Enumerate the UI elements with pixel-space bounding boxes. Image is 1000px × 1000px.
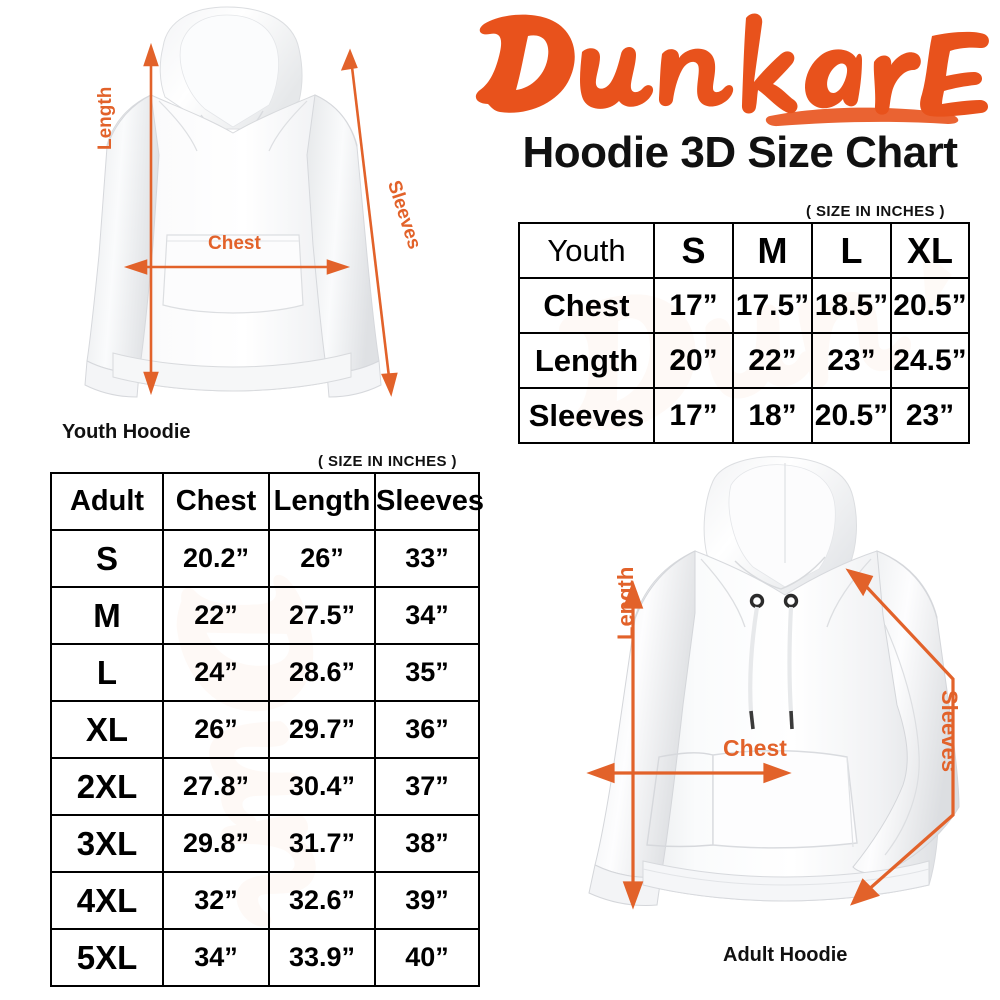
table-row: 4XL 32” 32.6” 39” [50,871,480,930]
adult-cell: 20.2” [162,529,270,588]
youth-column-header: S [653,222,734,279]
adult-cell: 32” [162,871,270,930]
table-row: S 20.2” 26” 33” [50,529,480,588]
youth-cell: 20.5” [890,277,970,334]
adult-cell: 24” [162,643,270,702]
adult-cell: 37” [374,757,480,816]
adult-hoodie-illustration [585,455,995,940]
adult-sleeves-measurement-label: Sleeves [937,690,962,772]
adult-cell: 26” [162,700,270,759]
adult-cell: 22” [162,586,270,645]
youth-cell: 17.5” [732,277,813,334]
youth-cell: 18” [732,387,813,444]
adult-size-table: Adult Chest Length Sleeves S 20.2” 26” 33” M 22” 2… [50,472,484,987]
table-row: Adult Chest Length Sleeves [50,472,484,531]
adult-cell: 26” [268,529,376,588]
table-row: 2XL 27.8” 30.4” 37” [50,757,480,816]
youth-cell: 23” [811,332,892,389]
youth-column-header: XL [890,222,970,279]
youth-chest-measurement-label: Chest [208,233,261,254]
youth-column-header: L [811,222,892,279]
adult-cell: 38” [374,814,480,873]
youth-cell: 18.5” [811,277,892,334]
adult-cell: 35” [374,643,480,702]
adult-size-label: S [50,529,164,588]
youth-table-corner-label: Youth [518,222,655,279]
youth-cell: 20.5” [811,387,892,444]
adult-cell: 33” [374,529,480,588]
adult-cell: 36” [374,700,480,759]
adult-cell: 27.5” [268,586,376,645]
youth-cell: 20” [653,332,734,389]
adult-cell: 34” [374,586,480,645]
youth-cell: 17” [653,277,734,334]
adult-size-label: 4XL [50,871,164,930]
adult-size-label: 5XL [50,928,164,987]
table-row: XL 26” 29.7” 36” [50,700,480,759]
adult-length-measurement-label: Length [613,566,638,640]
youth-hoodie-caption: Youth Hoodie [62,421,191,443]
table-row: Length 20” 22” 23” 24.5” [518,332,970,389]
table-row: 5XL 34” 33.9” 40” [50,928,480,987]
adult-cell: 32.6” [268,871,376,930]
adult-column-header: Chest [162,472,270,531]
youth-row-label: Chest [518,277,655,334]
adult-cell: 39” [374,871,480,930]
adult-size-label: XL [50,700,164,759]
youth-row-label: Length [518,332,655,389]
adult-table-corner-label: Adult [50,472,164,531]
page-title: Hoodie 3D Size Chart [522,128,958,177]
adult-cell: 31.7” [268,814,376,873]
youth-cell: 23” [890,387,970,444]
adult-size-label: 3XL [50,814,164,873]
adult-cell: 28.6” [268,643,376,702]
youth-size-table: Youth S M L XL Chest 17” 17.5” 18.5” 20.5” Length 2… [518,222,970,444]
table-row: 3XL 29.8” 31.7” 38” [50,814,480,873]
adult-size-label: L [50,643,164,702]
youth-cell: 22” [732,332,813,389]
youth-length-measurement-label: Length [95,86,116,150]
adult-chest-measurement-label: Chest [723,735,787,761]
youth-size-in-inches-note: ( SIZE IN INCHES ) [806,203,945,220]
adult-cell: 29.7” [268,700,376,759]
table-row: M 22” 27.5” 34” [50,586,480,645]
adult-cell: 30.4” [268,757,376,816]
adult-hoodie-caption: Adult Hoodie [723,944,848,966]
youth-cell: 24.5” [890,332,970,389]
adult-cell: 33.9” [268,928,376,987]
adult-column-header: Sleeves [374,472,484,531]
table-row: Chest 17” 17.5” 18.5” 20.5” [518,277,970,334]
table-row: L 24” 28.6” 35” [50,643,480,702]
brand-logo [470,8,990,128]
adult-column-header: Length [268,472,376,531]
youth-hoodie-illustration [55,5,420,410]
adult-cell: 27.8” [162,757,270,816]
table-row: Sleeves 17” 18” 20.5” 23” [518,387,970,444]
adult-cell: 29.8” [162,814,270,873]
table-row: Youth S M L XL [518,222,970,279]
youth-cell: 17” [653,387,734,444]
adult-size-label: M [50,586,164,645]
adult-cell: 40” [374,928,480,987]
adult-size-in-inches-note: ( SIZE IN INCHES ) [318,453,457,470]
youth-row-label: Sleeves [518,387,655,444]
adult-cell: 34” [162,928,270,987]
youth-column-header: M [732,222,813,279]
adult-size-label: 2XL [50,757,164,816]
